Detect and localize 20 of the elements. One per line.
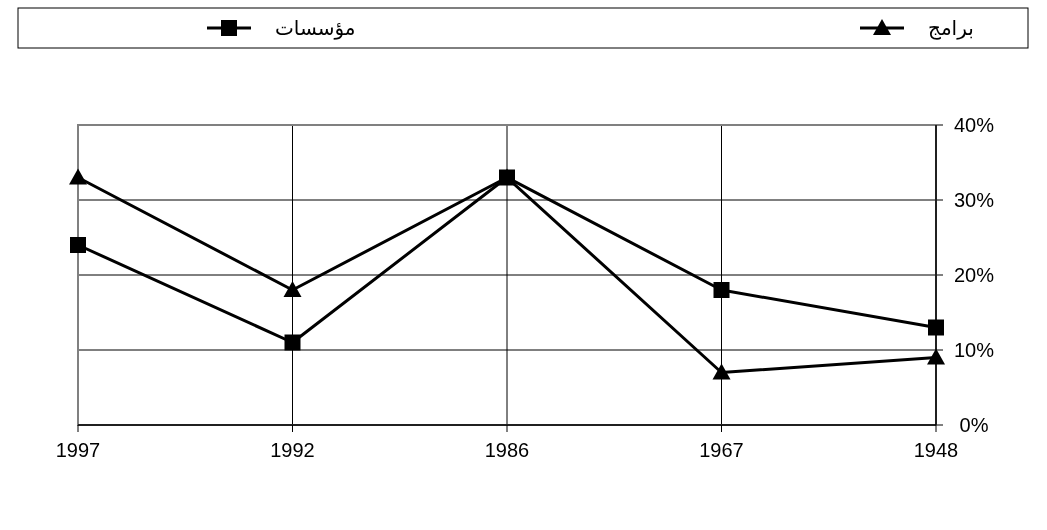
point: [713, 282, 730, 298]
x-tick-label: 1948: [913, 439, 959, 461]
x-tick-label: 1967: [699, 439, 744, 461]
legend-label: مؤسسات: [275, 16, 356, 40]
point: [70, 237, 86, 253]
point: [928, 319, 944, 336]
x-tick-label: 1992: [270, 439, 315, 461]
y-tick-label: 40%: [953, 114, 995, 136]
y-tick-label: 20%: [953, 264, 995, 286]
x-tick-label: 1986: [484, 439, 530, 461]
point: [283, 281, 302, 297]
point: [927, 348, 945, 365]
point: [284, 334, 301, 351]
point: [69, 168, 87, 185]
point: [712, 363, 731, 380]
y-tick-label: 30%: [953, 189, 995, 211]
y-tick-label: 10%: [953, 339, 995, 361]
x-tick-label: 1997: [55, 439, 101, 461]
y-tick-label: 0%: [959, 414, 989, 436]
legend-label: برامج: [928, 16, 974, 40]
